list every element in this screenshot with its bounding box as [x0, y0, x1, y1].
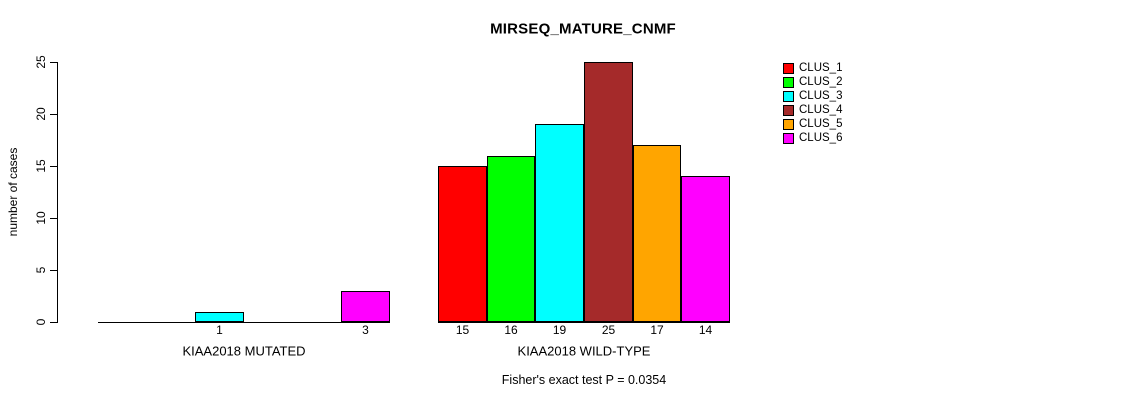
bar-value-label: 16 [504, 323, 518, 337]
legend-label: CLUS_6 [799, 132, 843, 144]
bar-value-label: 3 [362, 323, 369, 337]
bar-clus_5 [633, 145, 681, 322]
group-baseline [438, 322, 730, 323]
legend-label: CLUS_5 [799, 118, 843, 130]
bar-value-label: 15 [455, 323, 470, 337]
legend-label: CLUS_3 [799, 90, 843, 102]
legend-item: CLUS_4 [783, 103, 842, 117]
bar-value-label: 17 [650, 323, 664, 337]
y-tick-mark [50, 218, 57, 219]
y-tick-mark [50, 270, 57, 271]
legend-label: CLUS_1 [799, 62, 843, 74]
group-label: KIAA2018 WILD-TYPE [517, 343, 651, 359]
y-axis-label: number of cases [6, 147, 20, 237]
y-tick-mark [50, 114, 57, 115]
bar-value-label: 25 [601, 323, 616, 337]
bar-value-label: 14 [698, 323, 713, 337]
legend-swatch-clus_4 [783, 104, 794, 116]
y-tick-label: 10 [34, 211, 48, 225]
y-tick-mark [50, 322, 57, 323]
legend-label: CLUS_2 [799, 76, 843, 88]
legend-item: CLUS_6 [783, 131, 842, 145]
y-tick-label: 20 [34, 107, 48, 121]
fisher-test-note: Fisher's exact test P = 0.0354 [501, 373, 667, 387]
legend-swatch-clus_5 [783, 118, 794, 130]
chart-title: MIRSEQ_MATURE_CNMF [490, 20, 676, 38]
bar-value-label: 1 [216, 323, 223, 337]
legend-swatch-clus_3 [783, 90, 794, 102]
bar-clus_3 [195, 312, 244, 322]
legend-item: CLUS_5 [783, 117, 842, 131]
legend-swatch-clus_2 [783, 76, 794, 88]
bar-clus_6 [341, 291, 390, 322]
legend-swatch-clus_6 [783, 132, 794, 144]
legend-swatch-clus_1 [783, 62, 794, 74]
legend-item: CLUS_3 [783, 89, 842, 103]
y-tick-label: 5 [34, 266, 48, 274]
y-tick-mark [50, 62, 57, 63]
y-tick-label: 0 [34, 318, 48, 326]
bar-value-label: 19 [552, 323, 567, 337]
y-tick-label: 25 [34, 55, 48, 69]
y-axis-line [57, 62, 58, 323]
bar-clus_6 [681, 176, 730, 322]
legend-label: CLUS_4 [799, 104, 843, 116]
y-tick-mark [50, 166, 57, 167]
legend-item: CLUS_2 [783, 75, 842, 89]
bar-clus_4 [584, 62, 633, 322]
group-label: KIAA2018 MUTATED [182, 343, 306, 359]
bar-clus_1 [438, 166, 487, 322]
bar-clus_2 [487, 156, 535, 322]
y-tick-label: 15 [34, 159, 48, 173]
legend: CLUS_1 CLUS_2 CLUS_3 CLUS_4 CLUS_5 CLUS_6 [783, 61, 842, 145]
bar-clus_3 [535, 124, 584, 322]
legend-item: CLUS_1 [783, 61, 842, 75]
group-baseline [98, 322, 390, 323]
